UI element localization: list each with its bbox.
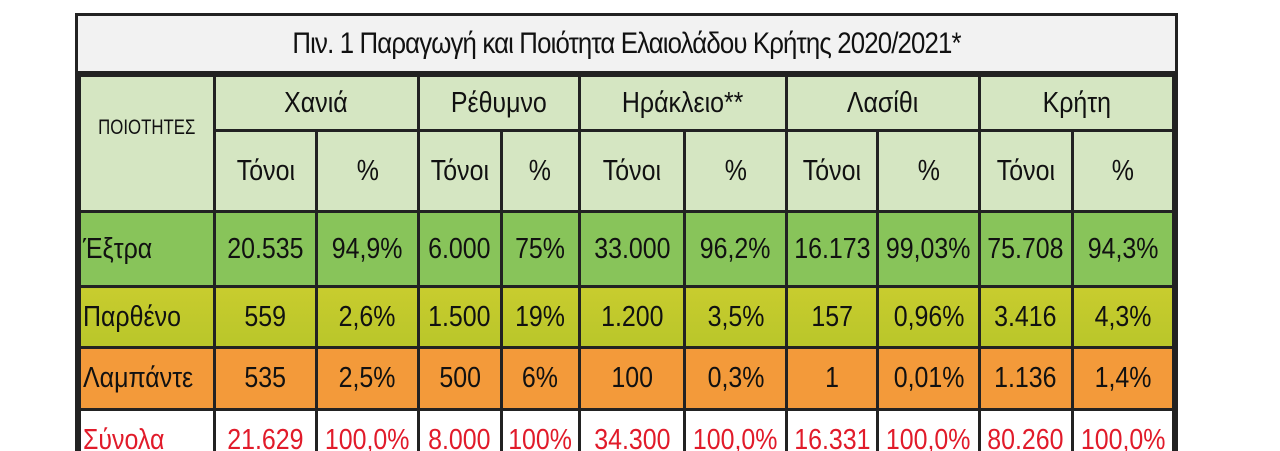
subheader-percent: % — [876, 129, 981, 213]
tonnes-cell: 16.331 — [784, 408, 880, 451]
table-row: Έξτρα 20.535 94,9% 6.000 75% 33.000 96,2% 16.17… — [78, 210, 1175, 288]
percent-cell: 0,3% — [683, 346, 788, 411]
tonnes-cell: 80.260 — [977, 408, 1074, 451]
percent-cell: 2,6% — [315, 285, 420, 349]
percent-cell: 19% — [499, 285, 581, 349]
subheader-tonnes: Τόνοι — [416, 129, 503, 213]
region-header-heraklion: Ηράκλειο** — [577, 74, 788, 132]
percent-cell: 94,9% — [315, 210, 420, 288]
table-row: Λαμπάντε 535 2,5% 500 6% 100 0,3% 1 0,01% 1.136 1,… — [78, 346, 1175, 411]
region-header-rethymno: Ρέθυμνο — [416, 74, 581, 132]
tonnes-cell: 559 — [212, 285, 319, 349]
subheader-percent: % — [683, 129, 788, 213]
row-label: Σύνολα — [78, 408, 216, 451]
percent-cell: 0,01% — [876, 346, 981, 411]
tonnes-cell: 21.629 — [212, 408, 319, 451]
percent-cell: 0,96% — [876, 285, 981, 349]
tonnes-cell: 500 — [416, 346, 503, 411]
data-table: ΠΟΙΟΤΗΤΕΣ Χανιά Ρέθυμνο Ηράκλειο** Λασίθ… — [78, 74, 1175, 451]
percent-cell: 94,3% — [1070, 210, 1175, 288]
percent-cell: 100,0% — [876, 408, 981, 451]
percent-cell: 96,2% — [683, 210, 788, 288]
tonnes-cell: 34.300 — [577, 408, 687, 451]
subheader-percent: % — [499, 129, 581, 213]
tonnes-cell: 16.173 — [784, 210, 880, 288]
subheader-tonnes: Τόνοι — [577, 129, 687, 213]
table-row: Παρθένο 559 2,6% 1.500 19% 1.200 3,5% 157 0,96% 3… — [78, 285, 1175, 349]
tonnes-cell: 75.708 — [977, 210, 1074, 288]
row-label: Λαμπάντε — [78, 346, 216, 411]
tonnes-cell: 100 — [577, 346, 687, 411]
subheader-percent: % — [1070, 129, 1175, 213]
subheader-percent: % — [315, 129, 420, 213]
region-header-lasithi: Λασίθι — [784, 74, 981, 132]
table-title: Πιν. 1 Παραγωγή και Ποιότητα Ελαιολάδου … — [78, 16, 1175, 74]
percent-cell: 99,03% — [876, 210, 981, 288]
tonnes-cell: 535 — [212, 346, 319, 411]
tonnes-cell: 1 — [784, 346, 880, 411]
percent-cell: 75% — [499, 210, 581, 288]
table-row: Σύνολα 21.629 100,0% 8.000 100% 34.300 100,0% 1… — [78, 408, 1175, 451]
subheader-tonnes: Τόνοι — [212, 129, 319, 213]
percent-cell: 100% — [499, 408, 581, 451]
percent-cell: 100,0% — [683, 408, 788, 451]
row-label: Έξτρα — [78, 210, 216, 288]
region-header-crete: Κρήτη — [977, 74, 1175, 132]
subheader-tonnes: Τόνοι — [977, 129, 1074, 213]
tonnes-cell: 8.000 — [416, 408, 503, 451]
percent-cell: 100,0% — [1070, 408, 1175, 451]
quality-column-header: ΠΟΙΟΤΗΤΕΣ — [78, 74, 216, 213]
tonnes-cell: 20.535 — [212, 210, 319, 288]
tonnes-cell: 33.000 — [577, 210, 687, 288]
percent-cell: 1,4% — [1070, 346, 1175, 411]
percent-cell: 6% — [499, 346, 581, 411]
olive-oil-table-frame: Πιν. 1 Παραγωγή και Ποιότητα Ελαιολάδου … — [75, 13, 1178, 451]
percent-cell: 3,5% — [683, 285, 788, 349]
row-label: Παρθένο — [78, 285, 216, 349]
tonnes-cell: 157 — [784, 285, 880, 349]
tonnes-cell: 3.416 — [977, 285, 1074, 349]
tonnes-cell: 1.500 — [416, 285, 503, 349]
tonnes-cell: 1.136 — [977, 346, 1074, 411]
percent-cell: 2,5% — [315, 346, 420, 411]
percent-cell: 100,0% — [315, 408, 420, 451]
tonnes-cell: 1.200 — [577, 285, 687, 349]
region-header-chania: Χανιά — [212, 74, 420, 132]
subheader-tonnes: Τόνοι — [784, 129, 880, 213]
tonnes-cell: 6.000 — [416, 210, 503, 288]
percent-cell: 4,3% — [1070, 285, 1175, 349]
